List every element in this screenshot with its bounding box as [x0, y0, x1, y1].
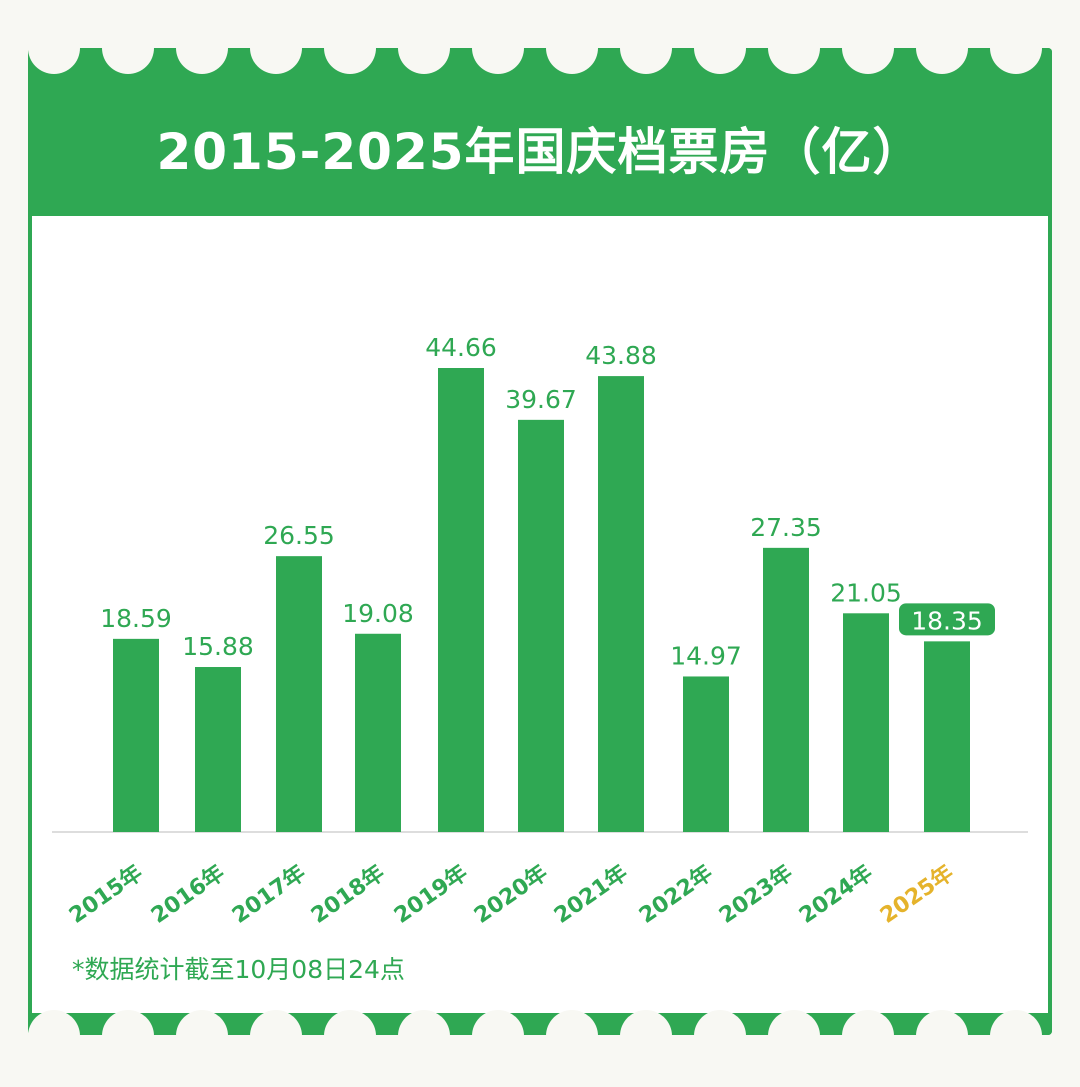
- scallop-notch: [398, 22, 450, 74]
- bar-2023年: [763, 547, 809, 832]
- scallop-notch: [990, 1010, 1042, 1062]
- scallop-notch: [102, 22, 154, 74]
- category-label: 2023年: [714, 860, 797, 929]
- scallop-notch: [990, 22, 1042, 74]
- bar-2022年: [683, 676, 729, 832]
- bar-2018年: [355, 633, 401, 832]
- bar-2017年: [276, 556, 322, 832]
- poster-card: [28, 48, 1052, 1035]
- category-label: 2024年: [794, 860, 877, 929]
- highlight-label-badge: [899, 603, 995, 636]
- scallop-notch: [916, 1010, 968, 1062]
- scallop-notch: [620, 22, 672, 74]
- scallop-notch: [842, 22, 894, 74]
- value-label: 14.97: [670, 641, 742, 670]
- value-label: 43.88: [585, 341, 657, 370]
- bar-2016年: [195, 667, 241, 832]
- value-label: 18.59: [100, 604, 172, 633]
- bar-2024年: [843, 613, 889, 832]
- scallop-notch: [28, 1010, 80, 1062]
- category-label: 2015年: [64, 860, 147, 929]
- value-label: 21.05: [830, 578, 902, 607]
- category-label: 2022年: [634, 860, 717, 929]
- data-note: *数据统计截至10月08日24点: [72, 955, 405, 984]
- bar-2019年: [438, 368, 484, 832]
- scallop-notch: [768, 22, 820, 74]
- scallop-notch: [176, 1010, 228, 1062]
- category-label: 2019年: [389, 860, 472, 929]
- value-label: 18.35: [911, 606, 983, 635]
- chart-title: 2015-2025年国庆档票房（亿）: [156, 123, 924, 181]
- category-label: 2025年: [875, 860, 958, 929]
- category-label: 2017年: [227, 860, 310, 929]
- scallop-notch: [324, 1010, 376, 1062]
- scallop-notch: [694, 1010, 746, 1062]
- bar-2020年: [518, 419, 564, 832]
- value-label: 26.55: [263, 521, 335, 550]
- scallop-notch: [620, 1010, 672, 1062]
- scallop-notch: [102, 1010, 154, 1062]
- value-label: 44.66: [425, 333, 497, 362]
- value-label: 15.88: [182, 632, 254, 661]
- scallop-notch: [768, 1010, 820, 1062]
- left-border: [28, 48, 32, 1035]
- bar-2021年: [598, 376, 644, 832]
- bar-2015年: [113, 638, 159, 832]
- scallop-notch: [916, 22, 968, 74]
- scallop-notch: [398, 1010, 450, 1062]
- category-label: 2018年: [306, 860, 389, 929]
- header-band: [28, 48, 1052, 216]
- category-label: 2020年: [469, 860, 552, 929]
- scallop-notch: [546, 1010, 598, 1062]
- bar-2025年: [924, 641, 970, 832]
- scallop-notch: [546, 22, 598, 74]
- scallop-notch: [694, 22, 746, 74]
- right-border: [1048, 48, 1052, 1035]
- scallop-notch: [1064, 1010, 1080, 1062]
- scallop-notch: [1064, 22, 1080, 74]
- scallop-notch: [250, 22, 302, 74]
- scallop-notch: [842, 1010, 894, 1062]
- value-label: 19.08: [342, 599, 414, 628]
- value-label: 27.35: [750, 513, 822, 542]
- scallop-notch: [472, 22, 524, 74]
- scallop-notch: [176, 22, 228, 74]
- scallop-notch: [250, 1010, 302, 1062]
- scallop-notch: [28, 22, 80, 74]
- category-label: 2016年: [146, 860, 229, 929]
- scallop-notch: [472, 1010, 524, 1062]
- scallop-notch: [324, 22, 376, 74]
- category-label: 2021年: [549, 860, 632, 929]
- value-label: 39.67: [505, 385, 577, 414]
